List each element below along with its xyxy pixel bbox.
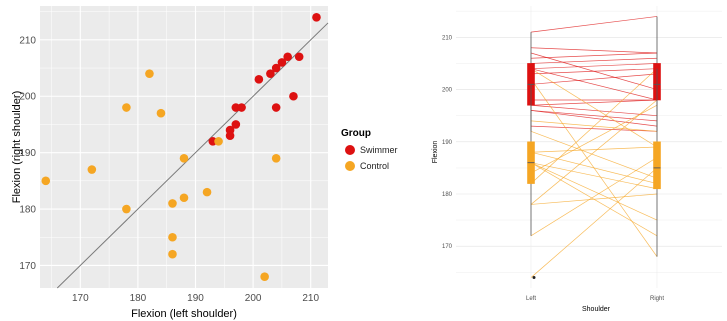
swimmer-pair-line — [530, 57, 658, 64]
swimmer-pair-line — [530, 52, 658, 90]
control-point — [179, 193, 189, 203]
scatter-y-tick-label: 180 — [19, 205, 36, 216]
scatter-y-axis-label: Flexion (right shoulder) — [11, 91, 23, 204]
scatter-chart: 170 180 190 200 210 170 180 190 200 210 Flexion … — [11, 6, 329, 320]
swimmer-pair-line — [530, 68, 658, 101]
control-point — [122, 103, 131, 112]
swimmer-pair-line — [530, 16, 658, 33]
scatter-x-tick-label: 170 — [72, 293, 89, 304]
control-point — [156, 108, 166, 118]
boxplot-x-tick-label: Left — [526, 296, 536, 302]
control-point — [202, 187, 212, 197]
boxplot-chart: Left Right 170 180 190 200 210 Shoulder Flexi… — [432, 6, 722, 313]
swimmer-point — [312, 12, 321, 22]
boxplot-y-tick-label: 200 — [442, 88, 453, 94]
swimmer-point — [271, 103, 281, 112]
scatter-panel-background — [40, 6, 328, 288]
control-point — [87, 165, 97, 174]
control-point — [168, 232, 177, 242]
control-point — [145, 69, 154, 78]
scatter-x-axis-label: Flexion (left shoulder) — [131, 308, 237, 320]
legend-title: Group — [341, 128, 371, 139]
scatter-y-tick-labels: 170 180 190 200 210 — [19, 35, 36, 272]
legend-swimmer-swatch — [345, 145, 355, 155]
control-pair-line — [530, 120, 658, 132]
swimmer-point — [289, 91, 298, 101]
scatter-points — [41, 12, 321, 282]
swimmer-point — [231, 120, 241, 129]
swimmer-pair-line — [530, 104, 658, 117]
boxplot-y-tick-label: 190 — [442, 140, 453, 146]
scatter-x-tick-label: 180 — [130, 293, 147, 304]
legend: Group Swimmer Control — [341, 128, 398, 171]
control-pair-line — [530, 162, 658, 190]
swimmer-point — [283, 52, 292, 62]
control-pair-line — [530, 162, 658, 237]
legend-control-label: Control — [360, 161, 389, 171]
control-point — [271, 153, 281, 163]
scatter-x-tick-label: 190 — [187, 293, 204, 304]
boxplot-x-tick-label: Right — [650, 296, 664, 302]
control-point — [168, 249, 177, 259]
control-pair-line — [530, 99, 658, 205]
swimmer-point — [225, 131, 235, 141]
boxplot-y-axis-label: Flexion — [432, 141, 439, 164]
swimmer-pair-line — [530, 110, 658, 127]
scatter-y-tick-label: 170 — [19, 261, 36, 272]
scatter-x-tick-label: 210 — [302, 293, 319, 304]
scatter-x-tick-label: 200 — [245, 293, 262, 304]
control-pair-line — [530, 131, 658, 179]
legend-control-swatch — [345, 161, 355, 171]
swimmer-point — [237, 103, 246, 112]
control-point — [214, 137, 223, 146]
scatter-grid — [40, 6, 328, 288]
swimmer-point — [294, 52, 304, 62]
scatter-y-tick-label: 210 — [19, 35, 36, 46]
boxplot-x-tick-labels: Left Right — [526, 296, 664, 302]
identity-reference-line — [56, 22, 329, 289]
control-pair-line — [530, 167, 658, 278]
boxplot-x-axis-label: Shoulder — [582, 306, 611, 313]
swimmer-pair-line — [530, 52, 658, 59]
scatter-y-tick-label: 190 — [19, 148, 36, 159]
swimmer-point — [254, 75, 264, 84]
scatter-x-tick-labels: 170 180 190 200 210 — [72, 293, 320, 304]
swimmer-pair-line — [530, 99, 658, 106]
control-left-outlier — [532, 276, 536, 280]
swimmer-pair-line — [530, 110, 658, 122]
boxplot-y-tick-label: 180 — [442, 192, 453, 198]
swimmer-pair-line — [530, 63, 658, 70]
boxplot-y-tick-label: 170 — [442, 244, 453, 250]
boxplot-y-tick-label: 210 — [442, 35, 453, 41]
boxplot-y-tick-labels: 170 180 190 200 210 — [442, 35, 453, 250]
control-point — [41, 176, 51, 186]
swimmer-point — [277, 58, 287, 67]
scatter-y-tick-label: 200 — [19, 92, 36, 103]
control-point — [260, 272, 269, 282]
paired-lines — [530, 16, 658, 278]
control-pair-line — [530, 146, 658, 153]
control-pair-line — [530, 104, 658, 174]
control-point — [168, 199, 177, 208]
swimmer-pair-line — [530, 47, 658, 54]
swimmer-pair-line — [530, 125, 658, 132]
boxplot-panel-background — [456, 6, 722, 288]
control-point — [179, 153, 189, 163]
swimmer-pair-line — [530, 73, 658, 85]
swimmer-point — [266, 69, 275, 78]
legend-swimmer-label: Swimmer — [360, 145, 398, 155]
control-pair-line — [530, 68, 658, 148]
control-point — [122, 204, 131, 214]
swimmer-point — [271, 63, 281, 73]
control-right-box — [653, 141, 661, 190]
control-pair-line — [530, 78, 658, 257]
boxplots — [527, 16, 661, 280]
control-pair-line — [530, 162, 658, 221]
